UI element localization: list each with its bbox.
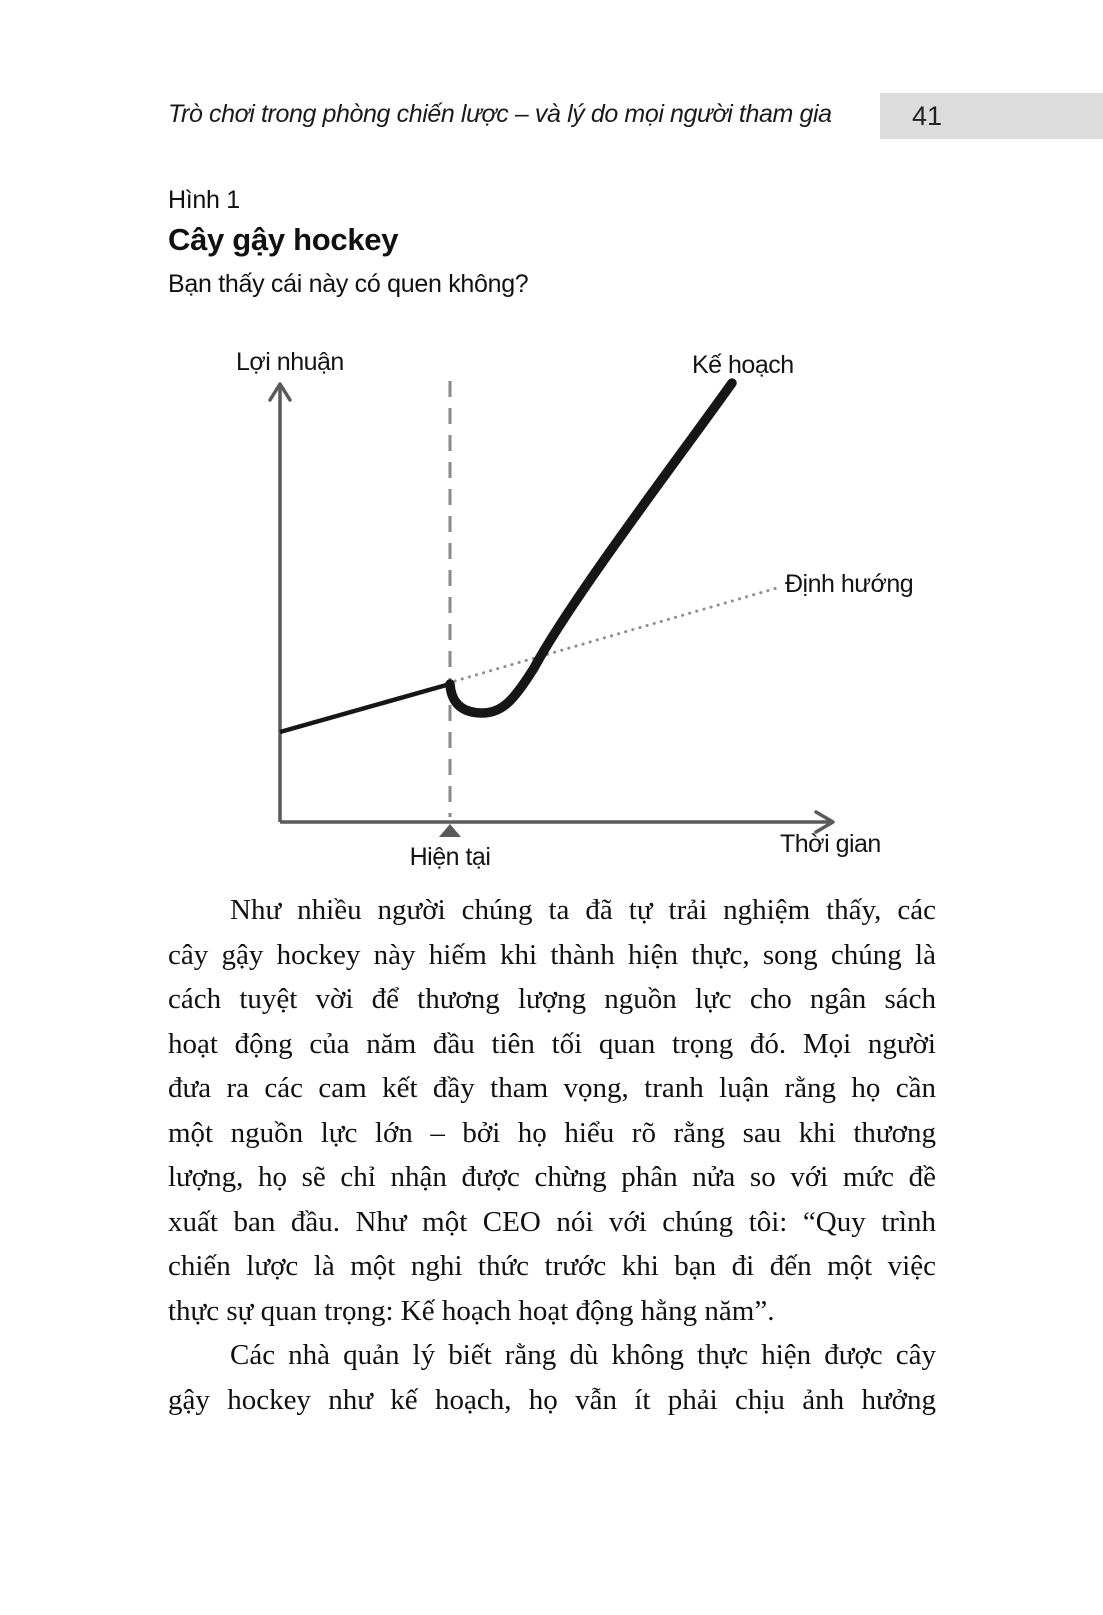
body-line: Như nhiều người chúng ta đã tự trải nghi…	[230, 894, 936, 926]
chart-canvas	[268, 378, 835, 837]
hockey-stick-chart: Lợi nhuận Kế hoạch Định hướng Hiện tại T…	[200, 340, 914, 880]
figure-subtitle: Bạn thấy cái này có quen không?	[168, 270, 529, 298]
body-line: một nguồn lực lớn – bởi họ hiểu rõ rằng …	[168, 1116, 936, 1149]
figure-title: Cây gậy hockey	[168, 222, 399, 257]
figure-label: Hình 1	[168, 186, 240, 214]
body-line: gậy hockey như kế hoạch, họ vẫn ít phải …	[168, 1383, 936, 1416]
plan-curve	[445, 378, 737, 718]
y-axis-arrowhead	[268, 382, 292, 402]
body-line: lượng, họ sẽ chỉ nhận được chừng phân nử…	[168, 1161, 936, 1193]
direction-dotted-line	[453, 586, 779, 683]
present-triangle-marker	[439, 824, 461, 837]
x-axis-arrowhead	[814, 810, 835, 834]
y-axis-label: Lợi nhuận	[236, 348, 344, 376]
body-line: cây gậy hockey này hiếm khi thành hiện t…	[168, 938, 936, 971]
present-label: Hiện tại	[409, 843, 491, 871]
body-line: Các nhà quản lý biết rằng dù không thực …	[230, 1339, 936, 1371]
x-axis-label: Thời gian	[780, 830, 881, 858]
plan-series-label: Kế hoạch	[692, 351, 794, 379]
body-line: xuất ban đầu. Như một CEO nói với chúng …	[168, 1205, 936, 1238]
body-line: thực sự quan trọng: Kế hoạch hoạt động h…	[168, 1294, 775, 1327]
body-text: Như nhiều người chúng ta đã tự trải nghi…	[168, 888, 936, 1422]
body-line: hoạt động của năm đầu tiên tối quan trọn…	[168, 1027, 936, 1060]
paragraph: Các nhà quản lý biết rằng dù không thực …	[168, 1333, 936, 1422]
history-line	[279, 681, 451, 735]
body-line: cách tuyệt vời để thương lượng nguồn lực…	[168, 983, 936, 1015]
body-line: chiến lược là một nghi thức trước khi bạ…	[168, 1250, 936, 1282]
page-number-box: 41	[880, 93, 1103, 139]
body-line: đưa ra các cam kết đầy tham vọng, tranh …	[168, 1072, 936, 1104]
paragraph: Như nhiều người chúng ta đã tự trải nghi…	[168, 888, 936, 1333]
running-head: Trò chơi trong phòng chiến lược – và lý …	[168, 100, 832, 128]
direction-series-label: Định hướng	[785, 570, 914, 598]
page-number: 41	[912, 101, 943, 131]
